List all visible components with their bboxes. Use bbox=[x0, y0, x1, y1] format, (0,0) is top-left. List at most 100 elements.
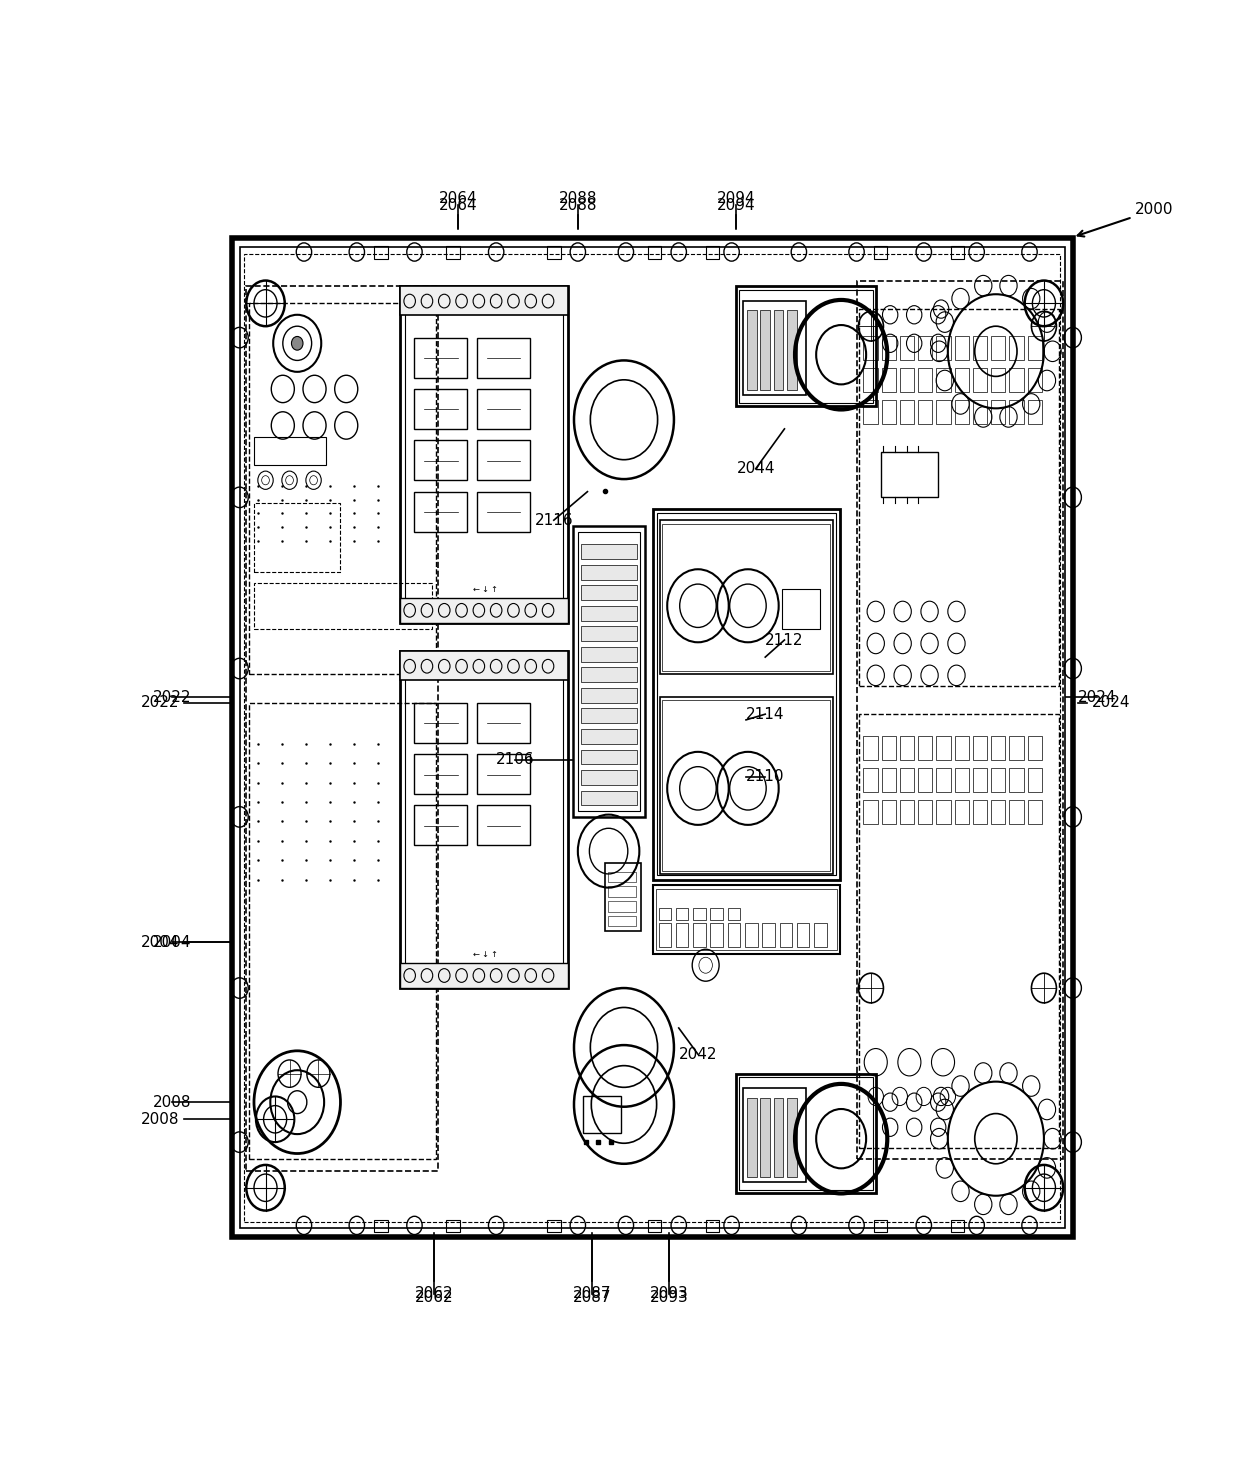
Bar bbox=[936, 336, 951, 360]
Bar bbox=[414, 805, 467, 845]
Bar bbox=[780, 923, 792, 947]
Bar bbox=[763, 923, 775, 947]
Bar bbox=[658, 908, 671, 919]
Text: 2062: 2062 bbox=[414, 1286, 453, 1301]
Bar bbox=[955, 369, 968, 393]
Bar bbox=[815, 923, 827, 947]
Bar bbox=[254, 502, 341, 572]
Text: 2110: 2110 bbox=[746, 769, 785, 784]
Text: 2088: 2088 bbox=[558, 191, 598, 206]
Circle shape bbox=[816, 1109, 866, 1168]
Bar bbox=[973, 768, 987, 791]
Bar bbox=[414, 338, 467, 378]
Text: 2114: 2114 bbox=[746, 707, 785, 722]
Bar bbox=[918, 800, 932, 824]
Bar bbox=[658, 923, 671, 947]
Bar bbox=[249, 304, 435, 674]
Bar bbox=[401, 286, 568, 622]
Bar bbox=[608, 901, 636, 911]
Bar bbox=[991, 400, 1006, 424]
Bar bbox=[1009, 336, 1024, 360]
Bar bbox=[676, 923, 688, 947]
Bar bbox=[693, 923, 706, 947]
Bar bbox=[936, 800, 951, 824]
Bar bbox=[882, 336, 897, 360]
Text: 2008: 2008 bbox=[153, 1095, 191, 1110]
Bar bbox=[660, 520, 832, 674]
Bar bbox=[580, 750, 637, 765]
Bar bbox=[863, 400, 878, 424]
Bar bbox=[991, 336, 1006, 360]
Bar bbox=[652, 508, 841, 880]
Text: 2106: 2106 bbox=[496, 753, 534, 768]
Bar bbox=[880, 452, 939, 498]
Bar bbox=[446, 1220, 460, 1232]
Bar bbox=[608, 886, 636, 897]
Bar bbox=[580, 708, 637, 723]
Bar bbox=[580, 667, 637, 682]
Bar bbox=[900, 768, 914, 791]
Bar bbox=[760, 310, 770, 390]
Bar bbox=[578, 532, 640, 811]
Bar bbox=[991, 369, 1006, 393]
Bar bbox=[580, 790, 637, 806]
Text: 2024: 2024 bbox=[1092, 695, 1131, 710]
Bar bbox=[414, 754, 467, 794]
Bar bbox=[608, 871, 636, 882]
Bar bbox=[414, 492, 467, 532]
Bar bbox=[918, 737, 932, 760]
Bar bbox=[414, 702, 467, 742]
Bar bbox=[955, 737, 968, 760]
Bar bbox=[657, 513, 836, 874]
Bar bbox=[660, 697, 832, 874]
Bar bbox=[580, 606, 637, 621]
Text: 2064: 2064 bbox=[439, 191, 477, 206]
Bar bbox=[374, 1220, 388, 1232]
Text: 2087: 2087 bbox=[573, 1286, 611, 1301]
Bar bbox=[882, 400, 897, 424]
Bar bbox=[774, 1098, 784, 1178]
Text: 2042: 2042 bbox=[678, 1046, 717, 1061]
Bar bbox=[656, 889, 837, 950]
Bar bbox=[936, 369, 951, 393]
Bar bbox=[404, 292, 563, 617]
Bar bbox=[936, 768, 951, 791]
Bar bbox=[918, 768, 932, 791]
Text: 2088: 2088 bbox=[558, 197, 598, 213]
Bar bbox=[1028, 737, 1042, 760]
Bar bbox=[446, 246, 460, 259]
Bar bbox=[746, 310, 756, 390]
Text: 2112: 2112 bbox=[765, 633, 804, 648]
Text: 2062: 2062 bbox=[414, 1291, 453, 1306]
Text: 2022: 2022 bbox=[153, 689, 191, 704]
Bar bbox=[477, 492, 529, 532]
Bar bbox=[649, 1220, 661, 1232]
Bar bbox=[1028, 336, 1042, 360]
Bar bbox=[477, 805, 529, 845]
Text: 2022: 2022 bbox=[140, 695, 179, 710]
Circle shape bbox=[291, 336, 303, 350]
Bar bbox=[249, 702, 435, 1159]
Bar bbox=[955, 800, 968, 824]
Bar bbox=[711, 923, 723, 947]
Bar bbox=[863, 336, 878, 360]
Text: 2024: 2024 bbox=[1078, 689, 1116, 704]
Text: 2044: 2044 bbox=[737, 461, 775, 476]
Bar bbox=[728, 908, 740, 919]
Bar bbox=[859, 714, 1059, 1147]
Bar bbox=[706, 246, 719, 259]
Bar bbox=[900, 369, 914, 393]
Bar bbox=[743, 301, 806, 394]
Bar bbox=[760, 1098, 770, 1178]
Bar bbox=[918, 400, 932, 424]
Bar bbox=[401, 597, 568, 622]
Bar bbox=[900, 400, 914, 424]
Bar bbox=[1009, 737, 1024, 760]
Bar bbox=[374, 246, 388, 259]
Bar bbox=[414, 440, 467, 480]
Text: 2004: 2004 bbox=[153, 935, 191, 950]
Bar bbox=[857, 280, 1063, 1159]
Bar bbox=[404, 657, 563, 983]
Text: 2008: 2008 bbox=[140, 1112, 179, 1126]
Bar bbox=[863, 768, 878, 791]
